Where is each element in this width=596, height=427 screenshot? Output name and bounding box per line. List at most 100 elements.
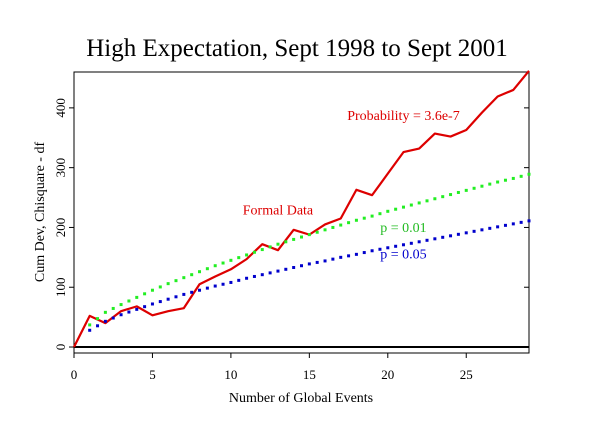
data-point-mid [190, 290, 194, 294]
data-point-mid [503, 223, 507, 227]
data-point-mid [143, 305, 147, 309]
series-p-0-01 [88, 172, 531, 327]
data-point-mid [488, 226, 492, 230]
data-point-mid [441, 235, 445, 239]
data-point [292, 237, 296, 241]
x-tick-label: 25 [460, 367, 473, 382]
data-point [213, 264, 217, 268]
data-point [370, 249, 374, 253]
data-point [276, 269, 280, 273]
annotation-layer: Probability = 3.6e-7 Formal Data p = 0.01 p… [243, 109, 460, 263]
data-point-mid [378, 247, 382, 251]
data-point [119, 313, 123, 317]
data-point-mid [409, 203, 413, 207]
data-point [527, 219, 531, 223]
data-point-mid [237, 256, 241, 260]
series-p-0-05 [88, 219, 531, 332]
data-point-mid [127, 310, 131, 314]
data-point-mid [174, 295, 178, 299]
data-point [245, 253, 249, 257]
y-tick-label: 400 [53, 98, 68, 118]
data-point-mid [127, 299, 131, 303]
y-tick-label: 200 [53, 218, 68, 238]
data-point-mid [331, 225, 335, 229]
x-axis-label: Number of Global Events [229, 391, 373, 406]
data-point [339, 255, 343, 259]
data-point-mid [268, 271, 272, 275]
data-point [527, 172, 531, 176]
data-point [401, 243, 405, 247]
data-point-mid [96, 317, 100, 321]
data-point-mid [347, 221, 351, 225]
chart-title: High Expectation, Sept 1998 to Sept 2001 [86, 35, 507, 62]
data-point-mid [315, 260, 319, 264]
data-point-mid [472, 186, 476, 190]
data-point-mid [300, 264, 303, 268]
data-point-mid [174, 279, 178, 283]
series-layer [73, 70, 531, 348]
data-point [135, 307, 139, 311]
data-point-mid [205, 286, 209, 290]
data-point [229, 280, 233, 284]
data-point-mid [221, 261, 225, 265]
series-line [73, 70, 530, 348]
x-tick-label: 0 [71, 367, 78, 382]
data-point-mid [252, 274, 256, 278]
data-point [323, 228, 327, 232]
data-point [276, 242, 280, 246]
data-point [417, 240, 421, 244]
y-axis-label: Cum Dev, Chisquare - df [33, 142, 48, 283]
data-point [386, 246, 390, 250]
data-point-mid [315, 230, 319, 234]
data-point [103, 310, 107, 314]
data-point [496, 180, 500, 184]
data-point [496, 225, 500, 229]
data-point [260, 248, 264, 252]
data-point [307, 233, 311, 237]
plot-frame [73, 71, 530, 354]
data-point [88, 323, 92, 327]
annotation-label: Probability = 3.6e-7 [347, 109, 460, 124]
y-tick-label: 300 [53, 158, 68, 178]
annotation-label: Formal Data [243, 203, 314, 218]
data-point-mid [111, 316, 115, 320]
data-point-mid [519, 174, 523, 178]
data-point [401, 205, 405, 209]
x-tick-label: 5 [149, 367, 156, 382]
data-point [370, 214, 374, 218]
data-point [229, 258, 233, 262]
data-point [354, 252, 358, 256]
data-point [339, 223, 343, 227]
data-point-mid [221, 282, 225, 286]
data-point [292, 266, 296, 270]
data-point [260, 273, 264, 277]
y-tick-label: 100 [53, 277, 68, 297]
data-point-mid [409, 241, 413, 245]
data-point-mid [158, 285, 162, 289]
data-point-mid [394, 244, 398, 248]
data-point-mid [441, 195, 445, 199]
data-point [511, 176, 515, 180]
data-point-mid [488, 182, 492, 186]
data-point-mid [96, 324, 100, 328]
data-point [480, 184, 484, 188]
data-point-mid [503, 178, 507, 182]
data-point [150, 288, 154, 292]
data-point [182, 292, 186, 296]
x-tick-label: 10 [224, 367, 237, 382]
data-point [119, 303, 123, 307]
data-point-mid [362, 216, 366, 220]
data-point [323, 259, 327, 263]
data-point-mid [331, 257, 335, 261]
data-point [103, 319, 107, 323]
data-point [433, 197, 437, 201]
data-point-mid [190, 273, 194, 277]
data-point [307, 262, 311, 266]
data-point-mid [394, 207, 398, 211]
x-tick-label: 15 [303, 367, 316, 382]
data-point-mid [268, 245, 272, 249]
data-point-mid [111, 306, 115, 310]
data-point [386, 209, 390, 213]
data-point-mid [284, 240, 288, 244]
